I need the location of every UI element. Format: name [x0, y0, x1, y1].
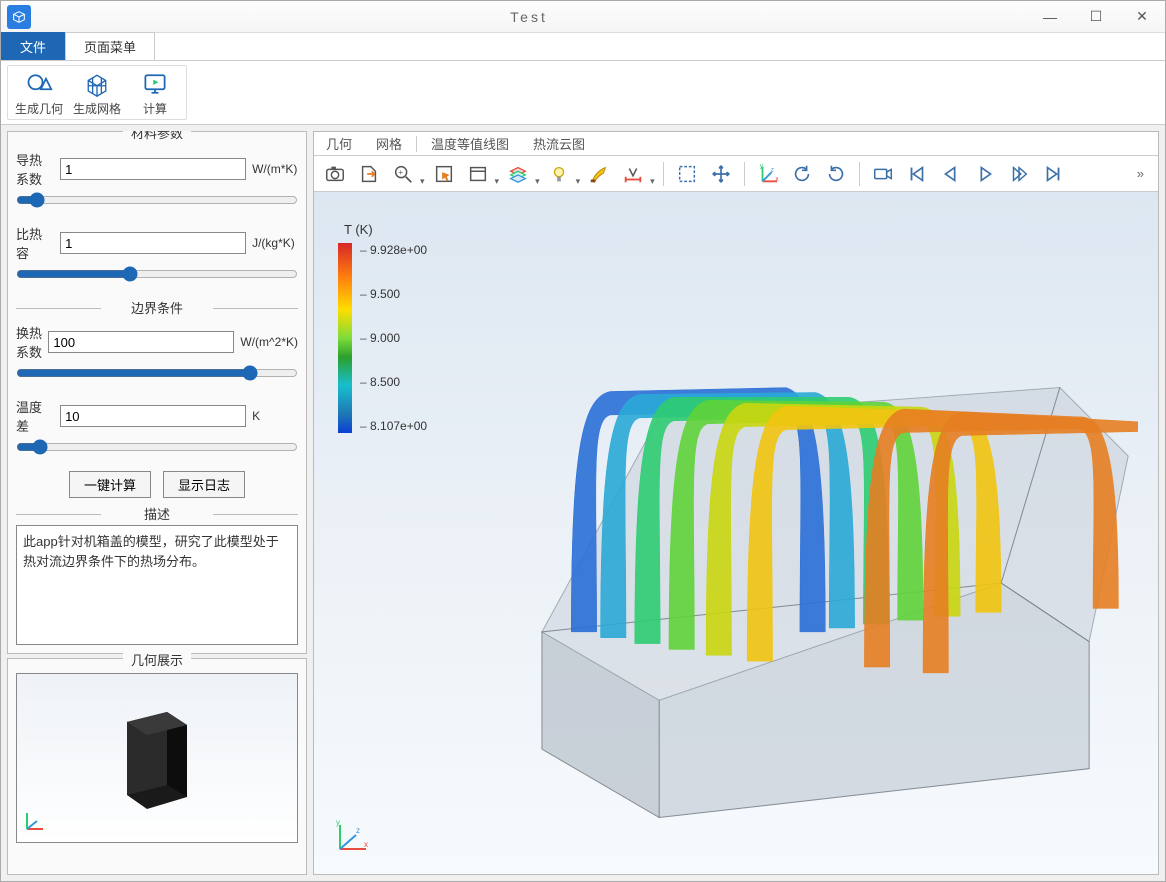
heat-transfer-slider[interactable] [16, 365, 298, 381]
legend-tick: 9.000 [360, 331, 427, 345]
window-title: Test [31, 9, 1027, 25]
view-tab-isotherm[interactable]: 温度等值线图 [419, 131, 521, 156]
play-icon[interactable] [970, 159, 1000, 189]
skip-first-icon[interactable] [902, 159, 932, 189]
menu-tabs: 文件 页面菜单 [1, 33, 1165, 61]
specific-heat-label: 比热容 [16, 224, 54, 262]
view-tabs: 几何 网格 温度等值线图 热流云图 [314, 132, 1158, 156]
legend-title: T (K) [344, 222, 427, 237]
viewport-3d[interactable]: T (K) 9.928e+00 9.500 9.000 8.500 8.107e… [314, 192, 1158, 874]
axis-triad-icon: y x z [332, 817, 372, 860]
geom-preview-group: 几何展示 [7, 658, 307, 875]
dropdown-caret-icon[interactable]: ▾ [576, 176, 581, 191]
move-icon[interactable] [706, 159, 736, 189]
ribbon-label: 生成网格 [73, 100, 121, 117]
ribbon: 生成几何 生成网格 计算 [1, 61, 1165, 125]
select-box-icon[interactable] [429, 159, 459, 189]
thermal-cond-input[interactable] [60, 158, 246, 180]
skip-last-icon[interactable] [1038, 159, 1068, 189]
specific-heat-input[interactable] [60, 232, 246, 254]
compute-button[interactable]: 计算 [130, 70, 180, 117]
step-fwd-icon[interactable] [1004, 159, 1034, 189]
legend-tick: 9.928e+00 [360, 243, 427, 257]
cube-layers-icon[interactable] [503, 159, 533, 189]
group-title-material: 材料参数 [123, 131, 191, 142]
axis-icon[interactable]: yxz [753, 159, 783, 189]
rotate-cw-icon[interactable] [821, 159, 851, 189]
dropdown-caret-icon[interactable]: ▾ [535, 176, 540, 191]
compute-all-button[interactable]: 一键计算 [69, 471, 151, 498]
svg-text:z: z [356, 826, 360, 835]
dropdown-caret-icon[interactable]: ▾ [420, 176, 425, 191]
titlebar: Test — ☐ ✕ [1, 1, 1165, 33]
step-back-icon[interactable] [936, 159, 966, 189]
group-title-desc: 描述 [16, 504, 298, 523]
model-render [454, 332, 1138, 834]
right-panel: 几何 网格 温度等值线图 热流云图 + ▾ ▾ ▾ ▾ ▾ yxz [313, 131, 1159, 875]
gen-mesh-button[interactable]: 生成网格 [72, 70, 122, 117]
heat-transfer-label: 换热系数 [16, 323, 42, 361]
thermal-cond-unit: W/(m*K) [252, 162, 298, 176]
params-group: 材料参数 导热系数 W/(m*K) 比热容 J/(kg*K) 边界条件 换热系数… [7, 131, 307, 654]
description-box: 此app针对机箱盖的模型，研究了此模型处于热对流边界条件下的热场分布。 [16, 525, 298, 645]
svg-text:z: z [770, 166, 773, 173]
temp-diff-label: 温度差 [16, 397, 54, 435]
tab-file[interactable]: 文件 [1, 32, 65, 60]
preview-model-icon [112, 697, 202, 820]
legend-tick: 8.107e+00 [360, 419, 427, 433]
left-panel: 材料参数 导热系数 W/(m*K) 比热容 J/(kg*K) 边界条件 换热系数… [7, 131, 307, 875]
maximize-button[interactable]: ☐ [1073, 1, 1119, 33]
thermal-cond-label: 导热系数 [16, 150, 54, 188]
temp-diff-unit: K [252, 409, 298, 423]
show-log-button[interactable]: 显示日志 [163, 471, 245, 498]
toolbar-overflow-icon[interactable]: » [1129, 166, 1152, 181]
thermal-cond-slider[interactable] [16, 192, 298, 208]
ribbon-label: 生成几何 [15, 100, 63, 117]
svg-text:y: y [336, 818, 340, 827]
heat-transfer-unit: W/(m^2*K) [240, 335, 298, 349]
gen-geometry-button[interactable]: 生成几何 [14, 70, 64, 117]
close-button[interactable]: ✕ [1119, 1, 1165, 33]
video-icon[interactable] [868, 159, 898, 189]
ruler-icon[interactable] [618, 159, 648, 189]
light-icon[interactable] [544, 159, 574, 189]
temp-diff-input[interactable] [60, 405, 246, 427]
color-legend: T (K) 9.928e+00 9.500 9.000 8.500 8.107e… [338, 222, 427, 433]
rotate-ccw-icon[interactable] [787, 159, 817, 189]
window-icon[interactable] [463, 159, 493, 189]
marquee-icon[interactable] [672, 159, 702, 189]
specific-heat-unit: J/(kg*K) [252, 236, 298, 250]
viewport-toolbar: + ▾ ▾ ▾ ▾ ▾ yxz » [314, 156, 1158, 192]
legend-tick: 8.500 [360, 375, 427, 389]
axis-mini-icon [21, 807, 49, 838]
svg-text:+: + [398, 167, 403, 176]
zoom-icon[interactable]: + [388, 159, 418, 189]
specific-heat-slider[interactable] [16, 266, 298, 282]
export-icon[interactable] [354, 159, 384, 189]
svg-text:x: x [364, 840, 368, 849]
view-tab-geom[interactable]: 几何 [314, 131, 364, 156]
view-tab-sep [416, 136, 417, 152]
temp-diff-slider[interactable] [16, 439, 298, 455]
legend-tick: 9.500 [360, 287, 427, 301]
camera-icon[interactable] [320, 159, 350, 189]
brush-icon[interactable] [584, 159, 614, 189]
ribbon-label: 计算 [143, 100, 167, 117]
view-tab-mesh[interactable]: 网格 [364, 131, 414, 156]
view-tab-heatflux[interactable]: 热流云图 [521, 131, 597, 156]
group-title-boundary: 边界条件 [16, 298, 298, 317]
app-icon [7, 5, 31, 29]
tab-page-menu[interactable]: 页面菜单 [65, 32, 155, 60]
group-title-geom: 几何展示 [123, 650, 191, 669]
minimize-button[interactable]: — [1027, 1, 1073, 33]
dropdown-caret-icon[interactable]: ▾ [495, 176, 500, 191]
geometry-preview[interactable] [16, 673, 298, 843]
dropdown-caret-icon[interactable]: ▾ [650, 176, 655, 191]
svg-text:x: x [775, 175, 779, 182]
heat-transfer-input[interactable] [48, 331, 234, 353]
legend-gradient [338, 243, 352, 433]
